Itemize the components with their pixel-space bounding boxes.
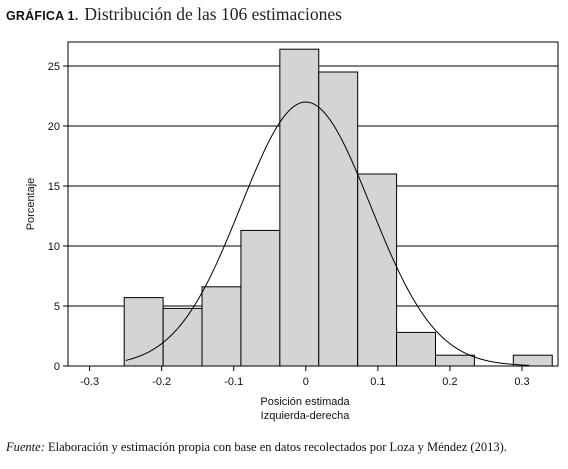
x-tick-label-5: 0.2 xyxy=(442,376,457,388)
y-tick-label-3: 15 xyxy=(48,181,60,193)
histogram-bar-4 xyxy=(279,48,320,367)
histogram-bar-5 xyxy=(318,71,359,367)
x-tick-label-2: -0.1 xyxy=(224,376,243,388)
histogram-bar-6 xyxy=(357,173,398,367)
histogram-bar-7 xyxy=(396,331,436,367)
y-tick-label-2: 10 xyxy=(48,241,60,253)
histogram-bar-2 xyxy=(201,286,242,367)
x-tick-label-0: -0.3 xyxy=(80,376,99,388)
histogram-bar-3 xyxy=(240,229,281,367)
x-axis-title-line-1: Posición estimada xyxy=(260,396,350,408)
source-text: Elaboración y estimación propia con base… xyxy=(48,440,507,454)
y-axis-title: Porcentaje xyxy=(25,178,37,231)
y-tick-label-5: 25 xyxy=(48,61,60,73)
figure-title: Distribución de las 106 estimaciones xyxy=(84,4,342,24)
y-tick-label-1: 5 xyxy=(54,301,60,313)
x-tick-label-4: 0.1 xyxy=(370,376,385,388)
source-label: Fuente: xyxy=(6,440,45,454)
y-tick-label-4: 20 xyxy=(48,121,60,133)
normal-curve xyxy=(125,101,530,366)
x-tick-label-6: 0.3 xyxy=(514,376,529,388)
chart-title: GRÁFICA 1. Distribución de las 106 estim… xyxy=(6,4,342,25)
x-tick-label-3: 0 xyxy=(303,376,309,388)
histogram-bar-0 xyxy=(123,297,164,367)
y-tick-label-0: 0 xyxy=(54,361,60,373)
histogram-bar-8 xyxy=(435,354,475,367)
x-axis-title-line-2: Izquierda-derecha xyxy=(261,410,351,422)
plot-frame xyxy=(67,41,559,367)
source-note: Fuente: Elaboración y estimación propia … xyxy=(6,440,507,455)
figure-label: GRÁFICA 1. xyxy=(6,9,79,23)
x-tick-label-1: -0.2 xyxy=(152,376,171,388)
